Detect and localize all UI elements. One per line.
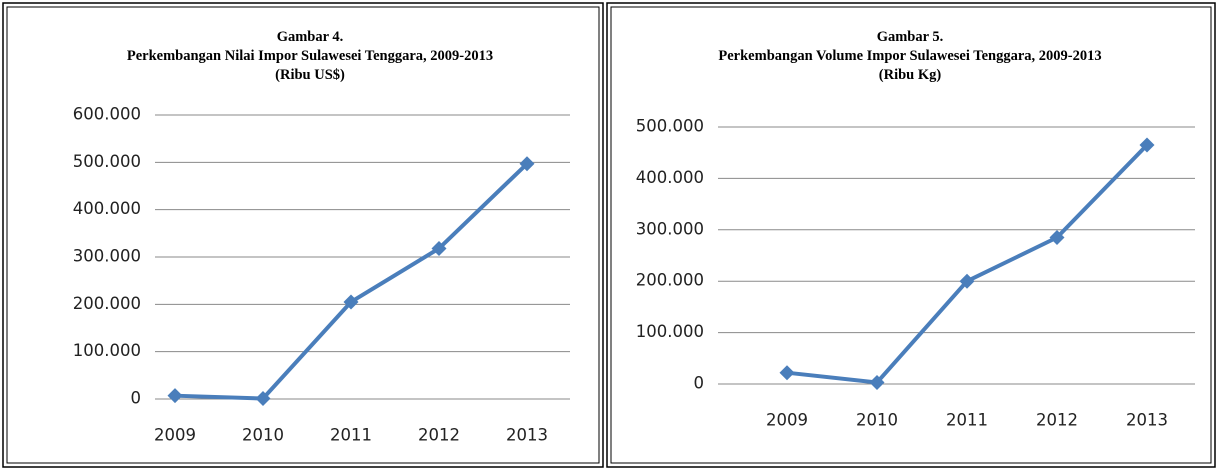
marker bbox=[1139, 137, 1155, 153]
y-tick-label: 100.000 bbox=[636, 322, 704, 341]
chart-title: Gambar 4. bbox=[277, 29, 344, 45]
x-tick-label: 2011 bbox=[330, 426, 372, 445]
marker bbox=[519, 156, 535, 172]
x-tick-label: 2010 bbox=[856, 411, 898, 430]
x-tick-label: 2012 bbox=[1036, 411, 1078, 430]
panel-border bbox=[610, 6, 1212, 464]
chart-title: Perkembangan Volume Impor Sulawesei Teng… bbox=[718, 48, 1101, 64]
marker bbox=[779, 365, 795, 381]
x-tick-label: 2010 bbox=[242, 426, 284, 445]
y-tick-label: 200.000 bbox=[636, 271, 704, 290]
x-tick-label: 2013 bbox=[1126, 411, 1168, 430]
y-tick-label: 500.000 bbox=[73, 152, 141, 171]
x-tick-label: 2011 bbox=[946, 411, 988, 430]
chart-title: Perkembangan Nilai Impor Sulawesei Tengg… bbox=[127, 48, 493, 64]
line bbox=[786, 143, 1149, 385]
x-tick-label: 2012 bbox=[418, 426, 460, 445]
y-tick-label: 400.000 bbox=[636, 168, 704, 187]
x-tick-label: 2009 bbox=[766, 411, 808, 430]
panel-border bbox=[6, 6, 600, 464]
chart-title: (Ribu US$) bbox=[275, 67, 345, 83]
marker bbox=[431, 240, 447, 256]
y-tick-label: 200.000 bbox=[73, 294, 141, 313]
chart-title: Gambar 5. bbox=[877, 29, 944, 45]
y-tick-label: 400.000 bbox=[73, 199, 141, 218]
panel-border bbox=[606, 2, 1216, 468]
marker bbox=[869, 374, 885, 390]
panel-border bbox=[2, 2, 604, 468]
marker bbox=[167, 388, 183, 404]
y-tick-label: 500.000 bbox=[636, 117, 704, 136]
y-tick-label: 300.000 bbox=[73, 247, 141, 266]
marker bbox=[959, 273, 975, 289]
marker bbox=[343, 294, 359, 310]
y-tick-label: 300.000 bbox=[636, 219, 704, 238]
y-tick-label: 0 bbox=[694, 374, 705, 393]
y-tick-label: 0 bbox=[131, 389, 142, 408]
marker bbox=[255, 391, 271, 407]
x-tick-label: 2013 bbox=[506, 426, 548, 445]
y-tick-label: 600.000 bbox=[73, 105, 141, 124]
marker bbox=[1049, 230, 1065, 246]
y-tick-label: 100.000 bbox=[73, 341, 141, 360]
line bbox=[174, 162, 529, 401]
x-tick-label: 2009 bbox=[154, 426, 196, 445]
chart-title: (Ribu Kg) bbox=[879, 67, 942, 83]
